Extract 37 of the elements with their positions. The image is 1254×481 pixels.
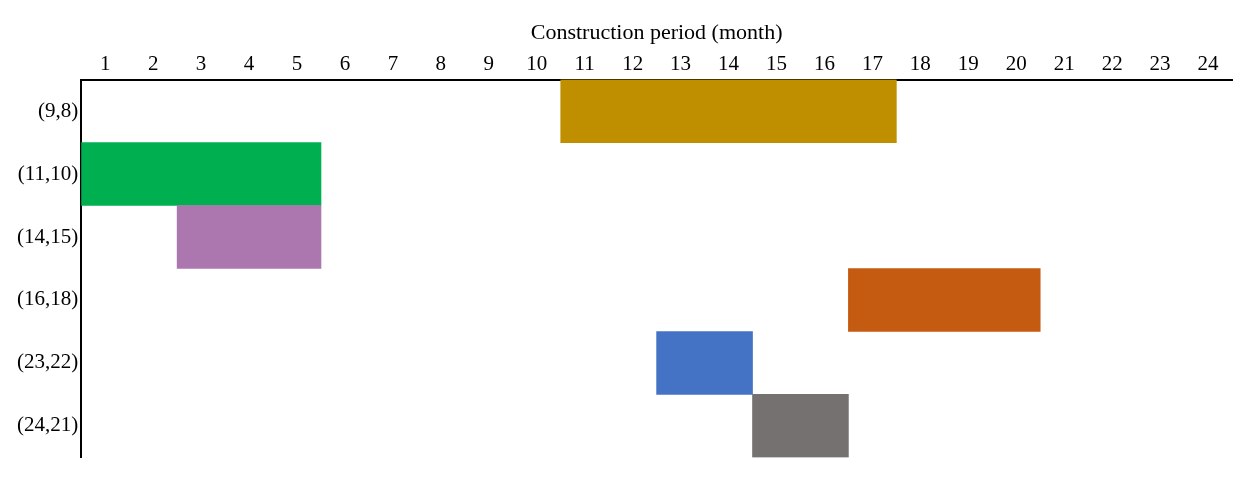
x-tick-label: 9 — [483, 50, 495, 75]
x-tick-label: 19 — [957, 50, 979, 75]
x-tick-label: 3 — [195, 50, 207, 75]
x-tick-label: 23 — [1149, 50, 1171, 75]
x-axis-title: Construction period (month) — [530, 18, 783, 44]
x-tick-label: 12 — [622, 50, 644, 75]
x-tick-label: 4 — [243, 50, 255, 75]
bar — [176, 205, 322, 269]
bar — [560, 79, 897, 143]
bar — [81, 142, 322, 206]
x-tick-label: 16 — [813, 50, 835, 75]
x-tick-label: 18 — [909, 50, 931, 75]
x-tick-label: 5 — [291, 50, 303, 75]
bar — [656, 331, 753, 395]
x-tick-label: 13 — [670, 50, 692, 75]
y-tick-label: (23,22) — [16, 349, 79, 374]
y-tick-label: (11,10) — [17, 160, 79, 185]
x-tick-label: 10 — [526, 50, 548, 75]
y-tick-label: (24,21) — [16, 412, 79, 437]
x-tick-label: 8 — [435, 50, 447, 75]
x-tick-label: 1 — [99, 50, 111, 75]
x-tick-label: 11 — [574, 50, 595, 75]
y-tick-label: (14,15) — [16, 223, 79, 248]
x-tick-label: 15 — [765, 50, 787, 75]
x-tick-label: 6 — [339, 50, 351, 75]
x-tick-label: 20 — [1005, 50, 1027, 75]
x-tick-label: 14 — [718, 50, 740, 75]
x-tick-label: 22 — [1101, 50, 1123, 75]
bar — [752, 394, 849, 458]
bar — [848, 268, 1041, 332]
x-tick-label: 7 — [387, 50, 399, 75]
x-tick-label: 24 — [1197, 50, 1220, 75]
y-tick-label: (9,8) — [37, 97, 79, 122]
x-tick-label: 21 — [1053, 50, 1075, 75]
x-tick-label: 2 — [147, 50, 159, 75]
y-tick-label: (16,18) — [16, 286, 79, 311]
x-tick-label: 17 — [861, 50, 883, 75]
